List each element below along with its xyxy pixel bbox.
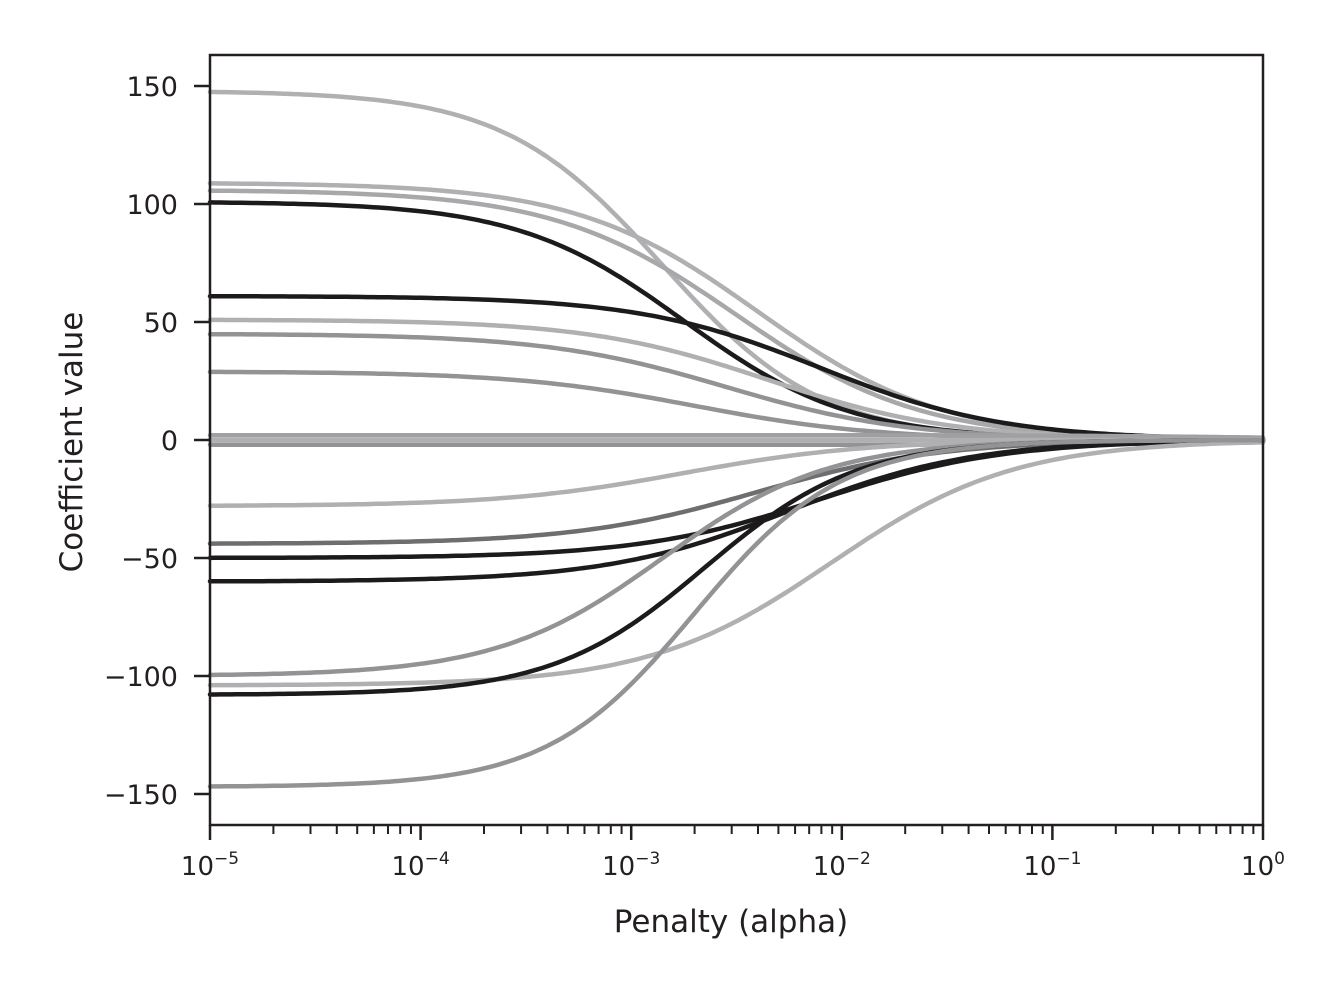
series-line-coef-7 xyxy=(207,331,1266,442)
series-line-coef-8 xyxy=(207,369,1266,443)
series-line-coef-13 xyxy=(207,438,1266,546)
series-line-coef-15 xyxy=(207,438,1266,584)
y-tick-label: 0 xyxy=(161,426,178,457)
y-tick-label: −150 xyxy=(104,780,178,811)
y-tick-label: −100 xyxy=(104,662,178,693)
x-tick-label: 100 xyxy=(1241,849,1285,882)
x-tick-label: 10−4 xyxy=(392,849,450,882)
series-line-coef-3 xyxy=(207,188,1266,442)
x-axis-label: Penalty (alpha) xyxy=(614,904,848,940)
axes: 150 100 50 0 −50 −100 −150 10−5 10−4 10−3 10−2 10−1… xyxy=(104,53,1285,882)
x-tick-label: 10−1 xyxy=(1023,849,1081,882)
y-tick-label: 100 xyxy=(126,190,178,221)
y-tick-label: 50 xyxy=(144,308,178,339)
x-tick-label: 10−5 xyxy=(181,849,239,882)
series-line-coef-9 xyxy=(207,433,1266,440)
x-tick-label: 10−2 xyxy=(813,849,871,882)
series-line-coef-5 xyxy=(207,293,1266,442)
y-tick-label: 150 xyxy=(126,72,178,103)
series-line-coef-1 xyxy=(207,89,1266,443)
series-line-coef-2 xyxy=(207,181,1266,442)
series-lines xyxy=(207,89,1266,789)
series-line-coef-17 xyxy=(207,439,1266,688)
x-tick-label: 10−3 xyxy=(602,849,660,882)
series-line-coef-19 xyxy=(207,437,1266,789)
y-tick-label: −50 xyxy=(121,544,178,575)
y-axis-label: Coefficient value xyxy=(54,312,90,573)
